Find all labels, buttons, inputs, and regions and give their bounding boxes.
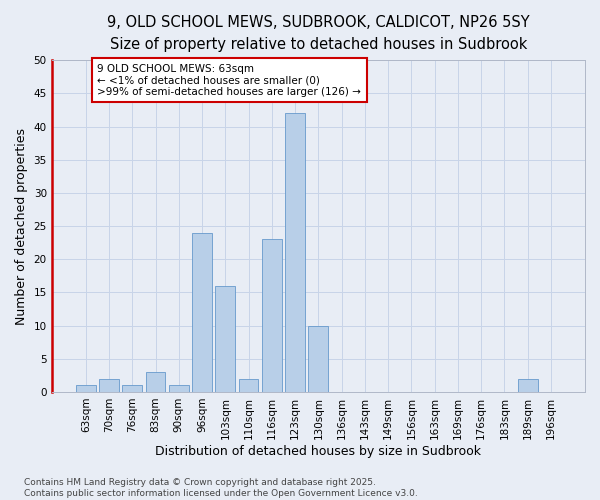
Text: Contains HM Land Registry data © Crown copyright and database right 2025.
Contai: Contains HM Land Registry data © Crown c… (24, 478, 418, 498)
Bar (285, 114, 305, 392)
Bar (262, 240, 282, 392)
Bar (146, 372, 166, 392)
Y-axis label: Number of detached properties: Number of detached properties (15, 128, 28, 324)
Bar (99, 378, 119, 392)
Bar (239, 378, 259, 392)
Title: 9, OLD SCHOOL MEWS, SUDBROOK, CALDICOT, NP26 5SY
Size of property relative to de: 9, OLD SCHOOL MEWS, SUDBROOK, CALDICOT, … (107, 15, 530, 52)
Bar (169, 386, 188, 392)
Text: 9 OLD SCHOOL MEWS: 63sqm
← <1% of detached houses are smaller (0)
>99% of semi-d: 9 OLD SCHOOL MEWS: 63sqm ← <1% of detach… (97, 64, 361, 97)
Bar (192, 233, 212, 392)
Bar (308, 326, 328, 392)
Bar (76, 386, 95, 392)
X-axis label: Distribution of detached houses by size in Sudbrook: Distribution of detached houses by size … (155, 444, 481, 458)
Bar (122, 386, 142, 392)
Bar (518, 378, 538, 392)
Bar (215, 286, 235, 392)
